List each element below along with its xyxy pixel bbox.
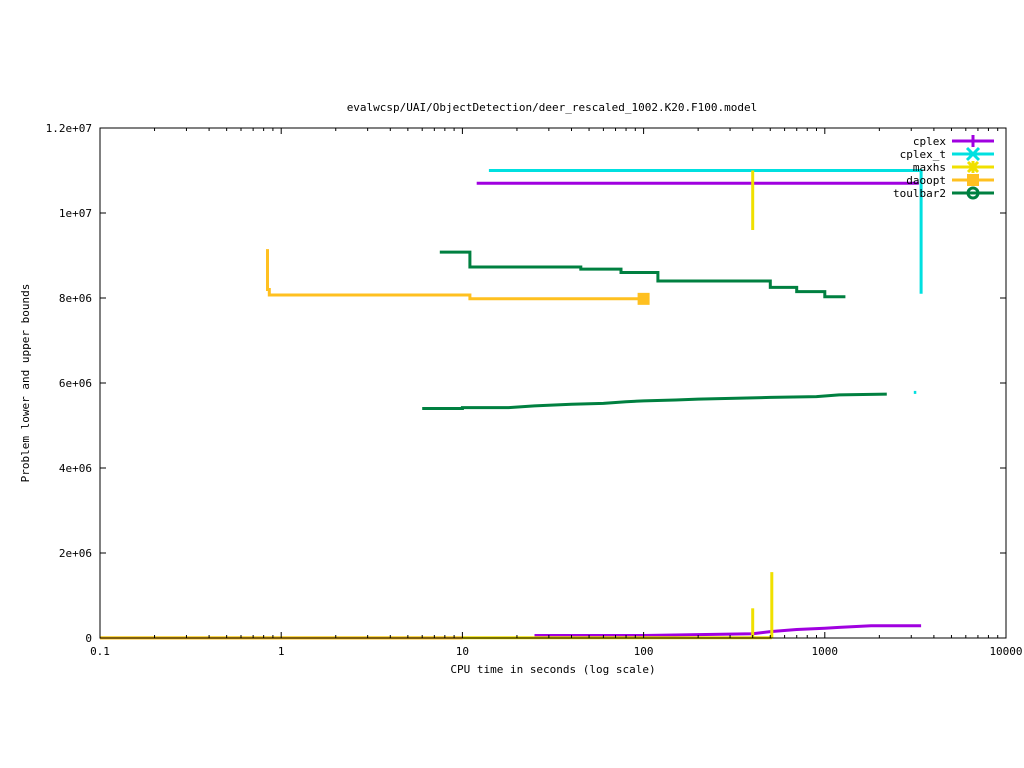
legend-marker <box>966 160 980 174</box>
legend-item-toulbar2: toulbar2 <box>893 186 994 200</box>
x-tick-label: 0.1 <box>90 645 110 658</box>
series-line-toulbar2 <box>439 250 846 299</box>
axis-ticks: 0.1 1 10 100 1000 10000 0 2e+06 4e+06 6e+06 8e+06 1… <box>46 122 1023 658</box>
y-tick-label: 6e+06 <box>59 377 92 390</box>
x-tick-label: 10000 <box>989 645 1022 658</box>
series-line-toulbar2 <box>422 392 887 410</box>
y-tick-label: 2e+06 <box>59 547 92 560</box>
y-tick-label: 1e+07 <box>59 207 92 220</box>
legend-label: maxhs <box>913 161 946 174</box>
legend-marker <box>967 174 979 186</box>
y-tick-label: 1.2e+07 <box>46 122 92 135</box>
legend-item-cplex: cplex <box>913 135 994 148</box>
x-axis-label: CPU time in seconds (log scale) <box>450 663 655 676</box>
legend-item-maxhs: maxhs <box>913 160 994 174</box>
legend-item-daoopt: daoopt <box>906 174 994 187</box>
chart-title: evalwcsp/UAI/ObjectDetection/deer_rescal… <box>347 101 758 114</box>
x-tick-label: 100 <box>634 645 654 658</box>
y-tick-label: 0 <box>85 632 92 645</box>
legend-marker <box>966 186 980 200</box>
plot-area <box>100 169 923 640</box>
legend-label: daoopt <box>906 174 946 187</box>
legend-label: cplex <box>913 135 946 148</box>
x-tick-label: 1000 <box>812 645 839 658</box>
y-tick-label: 8e+06 <box>59 292 92 305</box>
legend-marker <box>965 146 981 162</box>
series-line-cplex-t <box>488 169 923 294</box>
series-line-daoopt <box>266 249 644 301</box>
legend-label: toulbar2 <box>893 187 946 200</box>
plot-frame <box>99 127 1007 639</box>
y-axis-label: Problem lower and upper bounds <box>19 284 32 483</box>
y-tick-label: 4e+06 <box>59 462 92 475</box>
legend-label: cplex_t <box>900 148 946 161</box>
x-tick-label: 1 <box>278 645 285 658</box>
legend-item-cplex-t: cplex_t <box>900 146 994 162</box>
series-marker-daoopt <box>637 292 650 305</box>
x-tick-label: 10 <box>456 645 469 658</box>
series-line-cplex <box>534 624 922 637</box>
